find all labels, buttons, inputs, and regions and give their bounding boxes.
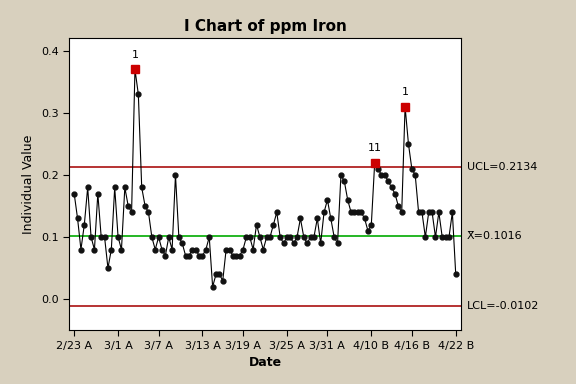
Text: LCL=-0.0102: LCL=-0.0102 bbox=[467, 301, 539, 311]
Text: UCL=0.2134: UCL=0.2134 bbox=[467, 162, 537, 172]
Text: X̅=0.1016: X̅=0.1016 bbox=[467, 231, 522, 241]
X-axis label: Date: Date bbox=[248, 356, 282, 369]
Text: 11: 11 bbox=[367, 143, 382, 153]
Title: I Chart of ppm Iron: I Chart of ppm Iron bbox=[184, 20, 346, 35]
Y-axis label: Individual Value: Individual Value bbox=[22, 135, 35, 234]
Text: 1: 1 bbox=[131, 50, 138, 60]
Text: 1: 1 bbox=[401, 88, 408, 98]
